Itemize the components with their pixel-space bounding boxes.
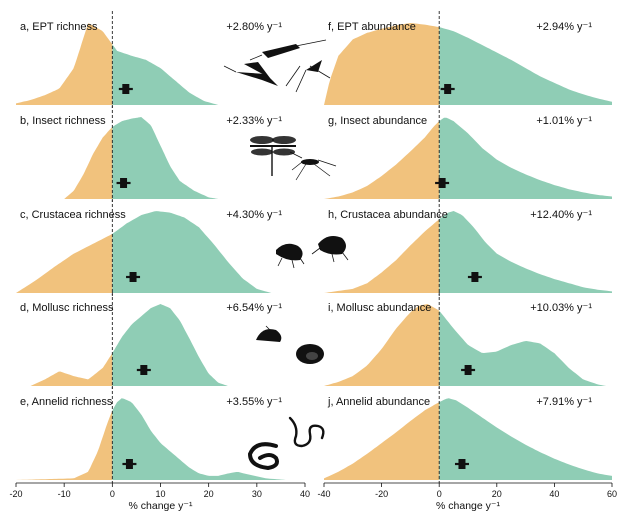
x-tick-label: 0 bbox=[437, 489, 442, 499]
ept-silhouettes-icon bbox=[223, 39, 331, 93]
mean-marker bbox=[438, 178, 446, 188]
rate-label: +12.40% y⁻¹ bbox=[530, 209, 592, 221]
panel-8: h, Crustacea abundance +12.40% y⁻¹ bbox=[324, 199, 612, 296]
x-tick-label: -20 bbox=[9, 489, 22, 499]
density-negative bbox=[324, 23, 440, 105]
density-negative bbox=[16, 410, 113, 480]
mean-marker bbox=[120, 178, 128, 188]
x-tick-label: 60 bbox=[607, 489, 617, 499]
x-tick-label: 30 bbox=[252, 489, 262, 499]
x-axis-title: % change y⁻¹ bbox=[129, 500, 193, 512]
density-positive bbox=[112, 117, 219, 199]
panel-10: j, Annelid abundance +7.91% y⁻¹ bbox=[324, 386, 612, 483]
mean-marker bbox=[140, 365, 148, 375]
panel-label: c, Crustacea richness bbox=[20, 209, 126, 221]
mean-marker bbox=[464, 365, 472, 375]
density-negative bbox=[16, 23, 113, 105]
rate-label: +7.91% y⁻¹ bbox=[536, 396, 592, 408]
insect-silhouettes-icon bbox=[250, 136, 337, 181]
x-tick-label: 20 bbox=[204, 489, 214, 499]
x-tick-label: 40 bbox=[300, 489, 310, 499]
x-tick-label: -10 bbox=[58, 489, 71, 499]
panel-1: a, EPT richness +2.80% y⁻¹ bbox=[16, 11, 282, 108]
panel-label: d, Mollusc richness bbox=[20, 302, 114, 314]
density-positive bbox=[439, 310, 607, 386]
rate-label: +2.33% y⁻¹ bbox=[226, 115, 282, 127]
annelid-silhouettes-icon bbox=[247, 416, 325, 471]
rate-label: +4.30% y⁻¹ bbox=[226, 209, 282, 221]
panel-label: i, Mollusc abundance bbox=[328, 302, 431, 314]
density-positive bbox=[439, 211, 612, 293]
mean-marker bbox=[125, 459, 133, 469]
mean-marker bbox=[471, 272, 479, 282]
density-negative bbox=[324, 121, 440, 199]
x-axis-title: % change y⁻¹ bbox=[436, 500, 500, 512]
density-positive bbox=[439, 398, 612, 480]
mean-marker bbox=[444, 84, 452, 94]
panel-label: a, EPT richness bbox=[20, 21, 98, 33]
panel-7: g, Insect abundance +1.01% y⁻¹ bbox=[324, 105, 612, 202]
panel-label: g, Insect abundance bbox=[328, 115, 427, 127]
density-positive bbox=[112, 398, 286, 480]
rate-label: +1.01% y⁻¹ bbox=[536, 115, 592, 127]
density-positive bbox=[112, 211, 272, 293]
x-tick-label: -40 bbox=[317, 489, 330, 499]
panel-2: b, Insect richness +2.33% y⁻¹ bbox=[20, 105, 282, 202]
mollusc-silhouettes-icon bbox=[256, 325, 324, 364]
rate-label: +2.80% y⁻¹ bbox=[226, 21, 282, 33]
panel-3: c, Crustacea richness +4.30% y⁻¹ bbox=[16, 199, 282, 296]
density-negative bbox=[16, 233, 113, 293]
panels: a, EPT richness +2.80% y⁻¹ b, Insect richn… bbox=[16, 11, 612, 483]
x-tick-label: -20 bbox=[375, 489, 388, 499]
crustacea-silhouettes-icon bbox=[276, 236, 349, 269]
density-negative bbox=[64, 127, 113, 199]
panel-5: e, Annelid richness +3.55% y⁻¹ bbox=[16, 386, 286, 483]
x-tick-label: 10 bbox=[155, 489, 165, 499]
density-negative bbox=[324, 304, 440, 386]
panel-label: h, Crustacea abundance bbox=[328, 209, 448, 221]
density-negative bbox=[324, 402, 440, 480]
rate-label: +2.94% y⁻¹ bbox=[536, 21, 592, 33]
panel-label: j, Annelid abundance bbox=[327, 396, 430, 408]
density-positive bbox=[112, 44, 219, 105]
density-negative bbox=[30, 353, 113, 386]
density-negative bbox=[324, 219, 440, 293]
mean-marker bbox=[458, 459, 466, 469]
rate-label: +6.54% y⁻¹ bbox=[226, 302, 282, 314]
panel-4: d, Mollusc richness +6.54% y⁻¹ bbox=[20, 292, 282, 389]
mean-marker bbox=[122, 84, 130, 94]
panel-label: e, Annelid richness bbox=[20, 396, 113, 408]
density-positive bbox=[439, 27, 612, 105]
mean-marker bbox=[129, 272, 137, 282]
x-tick-label: 20 bbox=[492, 489, 502, 499]
panel-6: f, EPT abundance +2.94% y⁻¹ bbox=[324, 11, 612, 108]
x-axes: -20 -10 0 10 20 30 40 % change y⁻¹ -40 -20 0 20 40 60… bbox=[9, 482, 617, 512]
x-tick-label: 40 bbox=[549, 489, 559, 499]
panel-label: b, Insect richness bbox=[20, 115, 106, 127]
panel-label: f, EPT abundance bbox=[328, 21, 416, 33]
x-tick-label: 0 bbox=[110, 489, 115, 499]
density-positive bbox=[439, 117, 612, 199]
panel-9: i, Mollusc abundance +10.03% y⁻¹ bbox=[324, 292, 607, 389]
rate-label: +3.55% y⁻¹ bbox=[226, 396, 282, 408]
rate-label: +10.03% y⁻¹ bbox=[530, 302, 592, 314]
